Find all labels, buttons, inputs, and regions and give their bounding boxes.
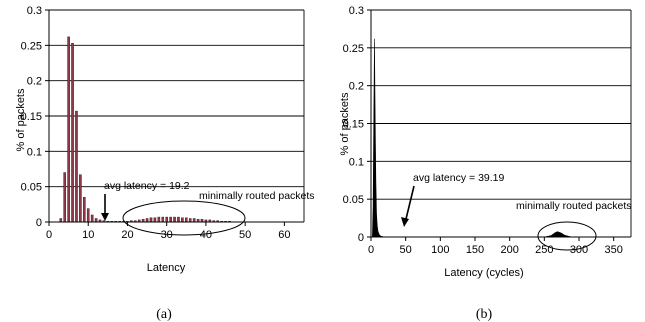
a-minimally-routed-ellipse xyxy=(122,200,246,236)
b-minimally-routed-annotation: minimally routed packets xyxy=(516,200,632,212)
a-y-tick-label: 0.1 xyxy=(27,146,42,158)
b-avg-latency-arrowhead xyxy=(401,217,409,227)
a-bar xyxy=(71,43,74,223)
b-x-tick-label: 350 xyxy=(604,244,622,256)
b-gridlines xyxy=(371,9,631,200)
a-x-tick-label: 30 xyxy=(161,229,173,241)
a-x-tick-label: 20 xyxy=(121,229,133,241)
a-bar xyxy=(67,36,70,223)
a-panel-caption: (a) xyxy=(156,307,172,322)
a-x-tick-label: 0 xyxy=(46,229,52,241)
b-y-tick-label: 0.25 xyxy=(343,43,364,55)
a-x-axis-title: Latency xyxy=(147,262,186,274)
a-x-tick-label: 10 xyxy=(82,229,94,241)
a-bar xyxy=(165,216,168,223)
b-y-tick-label: 0.3 xyxy=(349,5,364,17)
a-bar xyxy=(181,217,184,223)
b-x-tick-label: 250 xyxy=(535,244,553,256)
a-bar xyxy=(75,110,78,223)
b-x-axis-title: Latency (cycles) xyxy=(444,267,523,279)
panel-a: 0 0.05 0.1 0.15 0.2 0.25 0.3 0 10 20 30 40 50 60 % o… xyxy=(15,5,315,322)
b-panel-caption: (b) xyxy=(476,307,493,322)
a-avg-latency-arrowhead xyxy=(101,213,109,221)
b-x-tick-label: 200 xyxy=(500,244,518,256)
a-bar xyxy=(157,216,161,223)
b-y-tick-label: 0.05 xyxy=(343,194,364,206)
b-areas xyxy=(372,38,573,238)
b-y-tick-label: 0.15 xyxy=(343,119,364,131)
panel-b: 00.050.10.150.20.250.3 0 50 100 150 200 250 30… xyxy=(339,5,632,322)
a-bar xyxy=(173,216,176,223)
b-y-tick-label: 0.2 xyxy=(349,81,364,93)
a-bar xyxy=(153,217,157,223)
b-avg-latency-arrow xyxy=(405,185,415,220)
a-x-tick-label: 50 xyxy=(239,229,251,241)
a-axes xyxy=(45,9,305,226)
a-bar xyxy=(59,218,63,223)
a-avg-latency-annotation: avg latency = 19.2 xyxy=(104,180,190,192)
b-area-series-1 xyxy=(544,231,573,238)
a-bar xyxy=(90,214,94,223)
a-y-tick-label: 0.25 xyxy=(21,40,42,52)
a-minimally-routed-annotation: minimally routed packets xyxy=(199,190,315,202)
a-x-tick-label: 40 xyxy=(200,229,212,241)
b-x-tick-label: 50 xyxy=(400,244,412,256)
b-x-tick-label: 150 xyxy=(466,244,484,256)
a-bar xyxy=(79,174,82,223)
a-y-axis-title: % of packets xyxy=(15,88,27,151)
a-bar xyxy=(161,216,165,223)
a-y-tick-label: 0.05 xyxy=(21,182,42,194)
a-y-tick-label: 0.15 xyxy=(21,111,42,123)
a-bar xyxy=(185,217,188,223)
a-bar xyxy=(86,208,90,223)
a-bar xyxy=(149,217,153,223)
a-bar xyxy=(192,218,196,223)
b-area-series-0 xyxy=(372,38,392,238)
a-y-tick-label: 0.2 xyxy=(27,76,42,88)
b-x-tick-label: 0 xyxy=(368,244,374,256)
a-bar xyxy=(63,172,66,223)
a-bar xyxy=(188,218,192,223)
a-y-tick-labels: 0 0.05 0.1 0.15 0.2 0.25 0.3 xyxy=(21,5,42,229)
a-y-tick-label: 0 xyxy=(36,217,42,229)
a-bar xyxy=(83,197,86,223)
a-bar xyxy=(145,218,149,223)
b-y-tick-label: 0 xyxy=(358,232,364,244)
b-avg-latency-annotation: avg latency = 39.19 xyxy=(413,172,505,184)
a-x-tick-labels: 0 10 20 30 40 50 60 xyxy=(46,229,291,241)
a-bar xyxy=(169,216,172,223)
b-axes xyxy=(367,9,632,241)
b-y-tick-labels: 0 0.05 0.1 0.15 0.2 0.25 0.3 xyxy=(343,5,364,244)
a-gridlines xyxy=(49,9,304,188)
b-y-axis-title: % of packets xyxy=(339,92,351,155)
a-bar xyxy=(177,216,180,223)
b-x-tick-labels: 0 50 100 150 200 250 300 350 xyxy=(368,244,623,256)
a-y-tick-label: 0.3 xyxy=(27,5,42,17)
a-bar xyxy=(94,218,98,223)
b-y-tick-label: 0.1 xyxy=(349,156,364,168)
b-minimally-routed-ellipse xyxy=(537,221,597,251)
a-x-tick-label: 60 xyxy=(278,229,290,241)
b-x-tick-label: 100 xyxy=(431,244,449,256)
